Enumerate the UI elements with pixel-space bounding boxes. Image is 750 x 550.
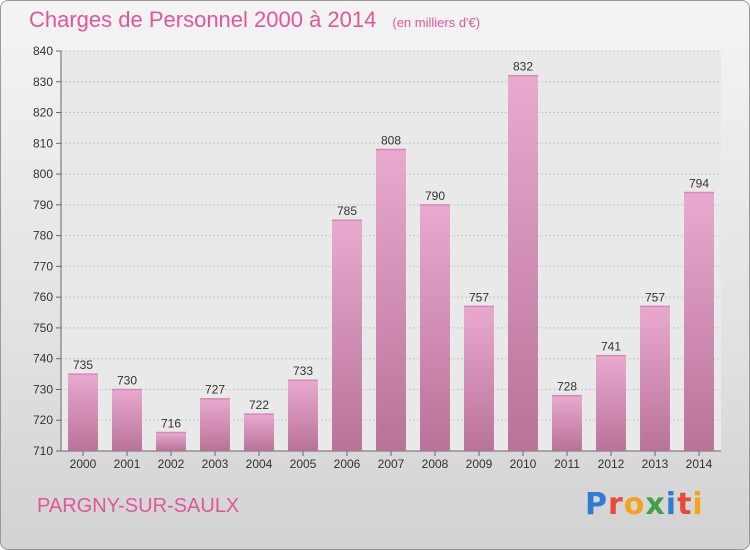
- y-tick-label: 830: [33, 75, 53, 89]
- chart-title-text: Charges de Personnel 2000 à 2014: [29, 7, 377, 32]
- x-tick-label: 2012: [598, 457, 625, 471]
- data-label: 728: [557, 380, 577, 394]
- bar: [464, 306, 494, 451]
- x-tick-label: 2011: [554, 457, 580, 471]
- x-tick-label: 2014: [686, 457, 713, 471]
- x-tick-label: 2013: [642, 457, 669, 471]
- y-tick-label: 770: [33, 259, 53, 273]
- x-tick-label: 2008: [422, 457, 449, 471]
- x-tick-label: 2004: [246, 457, 273, 471]
- bar: [508, 75, 538, 451]
- data-label: 735: [73, 358, 93, 372]
- data-label: 757: [469, 290, 489, 304]
- y-tick-label: 820: [33, 106, 53, 120]
- data-label: 808: [381, 133, 401, 147]
- data-label: 733: [293, 364, 313, 378]
- bar: [112, 389, 142, 451]
- data-label: 730: [117, 373, 137, 387]
- data-label: 790: [425, 189, 445, 203]
- data-label: 722: [249, 398, 269, 412]
- x-tick-label: 2009: [466, 457, 493, 471]
- y-tick-label: 810: [33, 136, 53, 150]
- x-tick-label: 2006: [334, 457, 361, 471]
- x-tick-label: 2010: [510, 457, 537, 471]
- y-tick-label: 740: [33, 352, 53, 366]
- y-tick-label: 800: [33, 167, 53, 181]
- data-label: 716: [161, 417, 181, 431]
- bar: [244, 414, 274, 451]
- bar: [156, 432, 186, 451]
- proxiti-logo: Proxiti: [585, 487, 704, 522]
- bar: [288, 380, 318, 451]
- data-label: 832: [513, 60, 533, 74]
- bar: [684, 192, 714, 452]
- x-tick-label: 2000: [70, 457, 97, 471]
- commune-name: PARGNY-SUR-SAULX: [37, 495, 240, 517]
- data-label: 727: [205, 383, 225, 397]
- bar: [332, 220, 362, 451]
- bar: [68, 374, 98, 451]
- chart-title: Charges de Personnel 2000 à 2014 (en mill…: [29, 7, 480, 33]
- data-label: 794: [689, 177, 709, 191]
- y-tick-label: 760: [33, 290, 53, 304]
- x-tick-label: 2007: [378, 457, 405, 471]
- x-tick-label: 2005: [290, 457, 317, 471]
- bar: [376, 149, 406, 451]
- data-label: 741: [601, 340, 621, 354]
- y-tick-label: 750: [33, 321, 53, 335]
- x-tick-label: 2002: [158, 457, 185, 471]
- y-tick-label: 730: [33, 382, 53, 396]
- chart-subtitle: (en milliers d'€): [392, 15, 481, 30]
- bar: [640, 306, 670, 451]
- y-tick-label: 840: [33, 44, 53, 58]
- data-label: 785: [337, 204, 357, 218]
- y-tick-label: 790: [33, 198, 53, 212]
- y-tick-label: 720: [33, 413, 53, 427]
- x-tick-label: 2001: [114, 457, 141, 471]
- bar: [596, 355, 626, 451]
- y-tick-label: 780: [33, 229, 53, 243]
- data-label: 757: [645, 290, 665, 304]
- bar: [200, 398, 230, 451]
- bar: [420, 204, 450, 451]
- x-tick-label: 2003: [202, 457, 229, 471]
- bar: [552, 395, 582, 451]
- y-tick-label: 710: [33, 444, 53, 458]
